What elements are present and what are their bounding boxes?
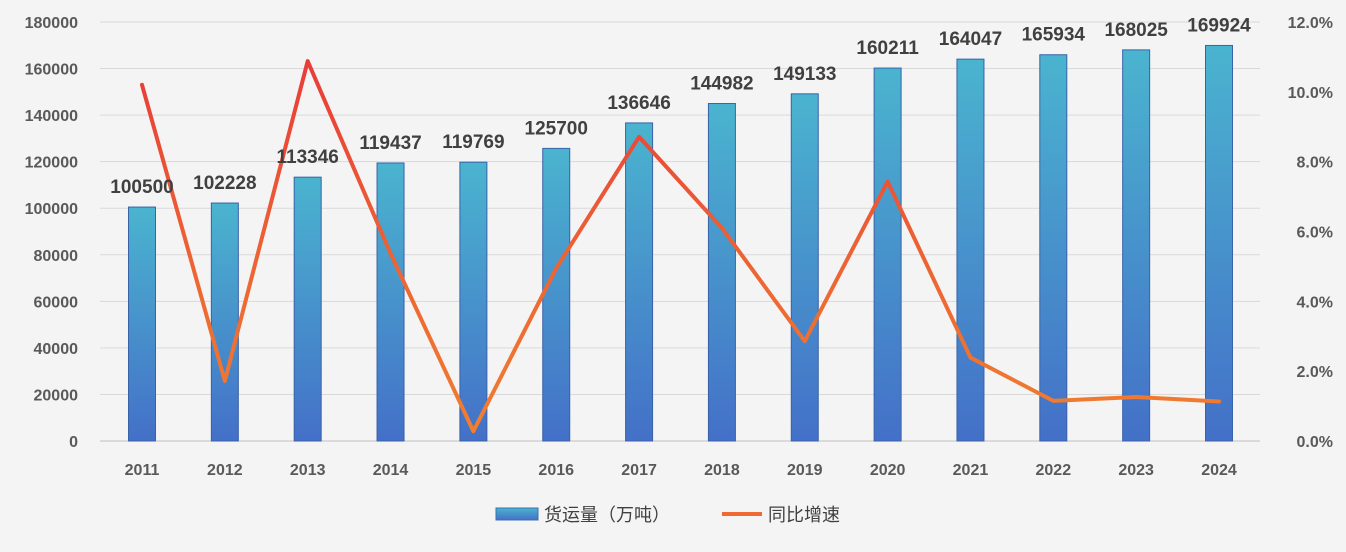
right-axis-tick: 10.0% — [1288, 85, 1333, 102]
bar-2023 — [1123, 50, 1150, 441]
x-axis-tick: 2018 — [704, 462, 740, 479]
bar-value-label: 119769 — [442, 132, 504, 153]
bar-2016 — [543, 148, 570, 441]
x-axis-tick: 2011 — [125, 462, 160, 479]
bar-value-label: 136646 — [607, 93, 670, 114]
x-axis-tick: 2017 — [621, 462, 657, 479]
bar-value-label: 169924 — [1187, 15, 1251, 36]
legend-bar-label: 货运量（万吨） — [544, 505, 670, 525]
bar-value-label: 149133 — [773, 64, 836, 85]
x-axis-tick: 2012 — [207, 462, 243, 479]
bar-2017 — [626, 123, 653, 441]
bar-2011 — [129, 207, 156, 441]
x-axis-tick: 2020 — [870, 462, 906, 479]
bar-value-label: 164047 — [939, 29, 1002, 50]
left-axis-tick: 60000 — [34, 294, 79, 311]
right-axis-tick: 12.0% — [1288, 15, 1333, 32]
bar-value-label: 100500 — [110, 177, 173, 198]
left-axis-tick: 100000 — [25, 201, 78, 218]
bar-2019 — [791, 94, 818, 441]
bar-value-label: 125700 — [525, 118, 588, 139]
bar-value-label: 119437 — [359, 133, 421, 154]
x-axis-tick: 2023 — [1118, 462, 1154, 479]
left-axis-tick: 20000 — [34, 387, 79, 404]
left-axis-tick: 120000 — [25, 155, 78, 172]
right-axis-tick: 6.0% — [1297, 225, 1333, 242]
bar-value-label: 144982 — [690, 74, 753, 95]
x-axis-tick: 2016 — [538, 462, 574, 479]
left-axis-tick: 80000 — [34, 248, 79, 265]
x-axis-tick: 2015 — [456, 462, 492, 479]
bar-2013 — [294, 177, 321, 441]
bar-2014 — [377, 163, 404, 441]
x-axis-tick: 2024 — [1201, 462, 1237, 479]
left-axis-tick: 0 — [69, 434, 78, 451]
right-axis-tick: 8.0% — [1297, 155, 1333, 172]
bar-2020 — [874, 68, 901, 441]
right-axis-tick: 4.0% — [1297, 294, 1333, 311]
left-axis-tick: 180000 — [25, 15, 78, 32]
left-axis-tick: 140000 — [25, 108, 78, 125]
legend-bar-swatch — [496, 508, 538, 520]
left-axis-tick: 160000 — [25, 62, 78, 79]
bar-value-label: 113346 — [277, 147, 339, 168]
bar-2012 — [211, 203, 238, 441]
right-axis-tick: 2.0% — [1297, 364, 1333, 381]
bar-value-label: 168025 — [1104, 20, 1168, 41]
left-axis-tick: 40000 — [34, 341, 79, 358]
legend-line-label: 同比增速 — [768, 505, 840, 525]
x-axis-tick: 2022 — [1036, 462, 1072, 479]
x-axis-tick: 2013 — [290, 462, 326, 479]
x-axis-tick: 2021 — [953, 462, 989, 479]
bar-value-label: 165934 — [1022, 25, 1086, 46]
x-axis-tick: 2019 — [787, 462, 823, 479]
right-axis-tick: 0.0% — [1297, 434, 1333, 451]
bar-2015 — [460, 162, 487, 441]
bar-value-label: 160211 — [856, 38, 919, 59]
bar-value-label: 102228 — [193, 173, 256, 194]
legend: 货运量（万吨） 同比增速 — [496, 505, 840, 525]
bar-2022 — [1040, 55, 1067, 441]
bar-2021 — [957, 59, 984, 441]
bar-2024 — [1206, 45, 1233, 441]
x-axis-tick: 2014 — [373, 462, 409, 479]
bar-2018 — [708, 104, 735, 441]
